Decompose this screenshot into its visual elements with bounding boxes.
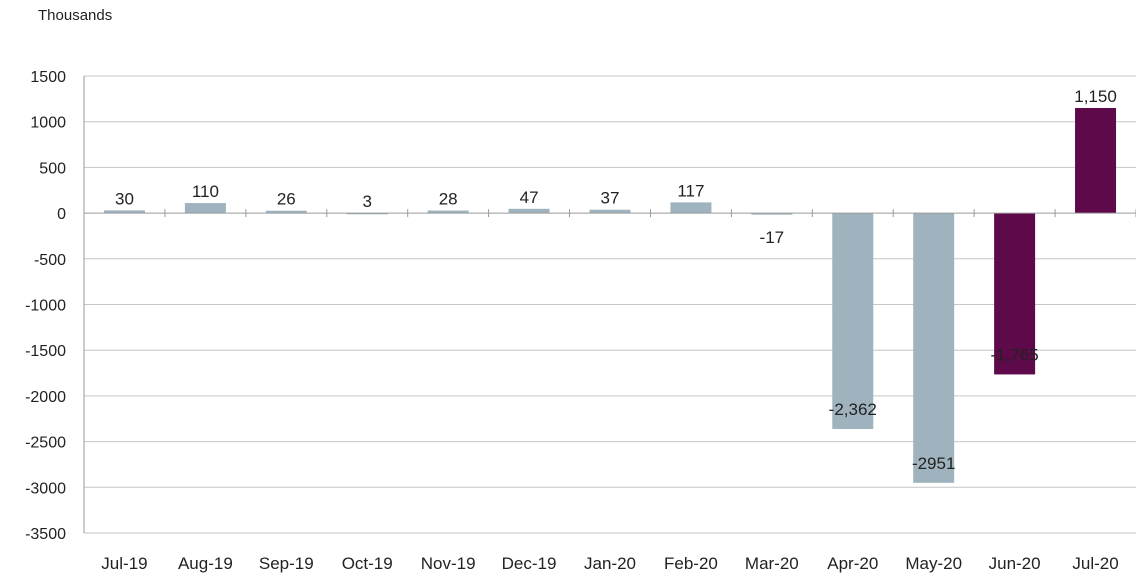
data-label: 110 [192,182,219,201]
bar-sep-19 [265,210,307,214]
y-tick-label: 1000 [30,115,66,132]
bar-aug-19 [184,203,226,214]
bar-mar-20 [751,213,793,215]
x-tick-label: Jun-20 [989,554,1041,573]
y-tick-label: 0 [57,206,66,223]
x-tick-label: Apr-20 [827,554,878,573]
bar-nov-19 [427,210,469,214]
data-label: 26 [277,190,296,209]
x-tick-label: Nov-19 [421,554,476,573]
bar-dec-19 [508,208,550,214]
bar-may-20 [913,213,955,483]
x-tick-label: Jul-19 [101,554,147,573]
y-unit-label: Thousands [38,7,113,24]
x-tick-label: Feb-20 [664,554,718,573]
y-tick-label: -2000 [25,389,66,406]
x-tick-label: Aug-19 [178,554,233,573]
bar-feb-20 [670,202,712,214]
y-tick-label: -1500 [25,343,66,360]
data-label: 117 [677,181,704,200]
data-label: 47 [520,188,539,207]
bar-jan-20 [589,209,631,214]
y-tick-label: -3000 [25,480,66,497]
x-tick-label: May-20 [905,554,962,573]
x-tick-label: Jul-20 [1072,554,1118,573]
data-label: 30 [115,189,134,208]
data-label: 3 [362,192,371,211]
data-label: -2951 [912,454,955,473]
bar-jun-20 [994,213,1036,375]
x-tick-label: Jan-20 [584,554,636,573]
data-label: 1,150 [1074,87,1117,106]
x-tick-label: Mar-20 [745,554,799,573]
data-label: 28 [439,190,458,209]
y-tick-label: 500 [39,160,66,177]
y-tick-label: -1000 [25,298,66,315]
y-tick-label: -2500 [25,435,66,452]
x-tick-label: Oct-19 [342,554,393,573]
x-tick-label: Sep-19 [259,554,314,573]
y-tick-label: -500 [34,252,66,269]
x-tick-label: Dec-19 [502,554,557,573]
data-label: -17 [760,228,785,247]
data-label: -1,765 [991,345,1039,364]
bar-jul-19 [103,210,145,214]
y-tick-label: 1500 [30,69,66,86]
bar-jul-20 [1075,107,1117,214]
bar-apr-20 [832,213,874,429]
y-tick-label: -3500 [25,526,66,543]
data-label: 37 [601,189,620,208]
data-label: -2,362 [829,400,877,419]
